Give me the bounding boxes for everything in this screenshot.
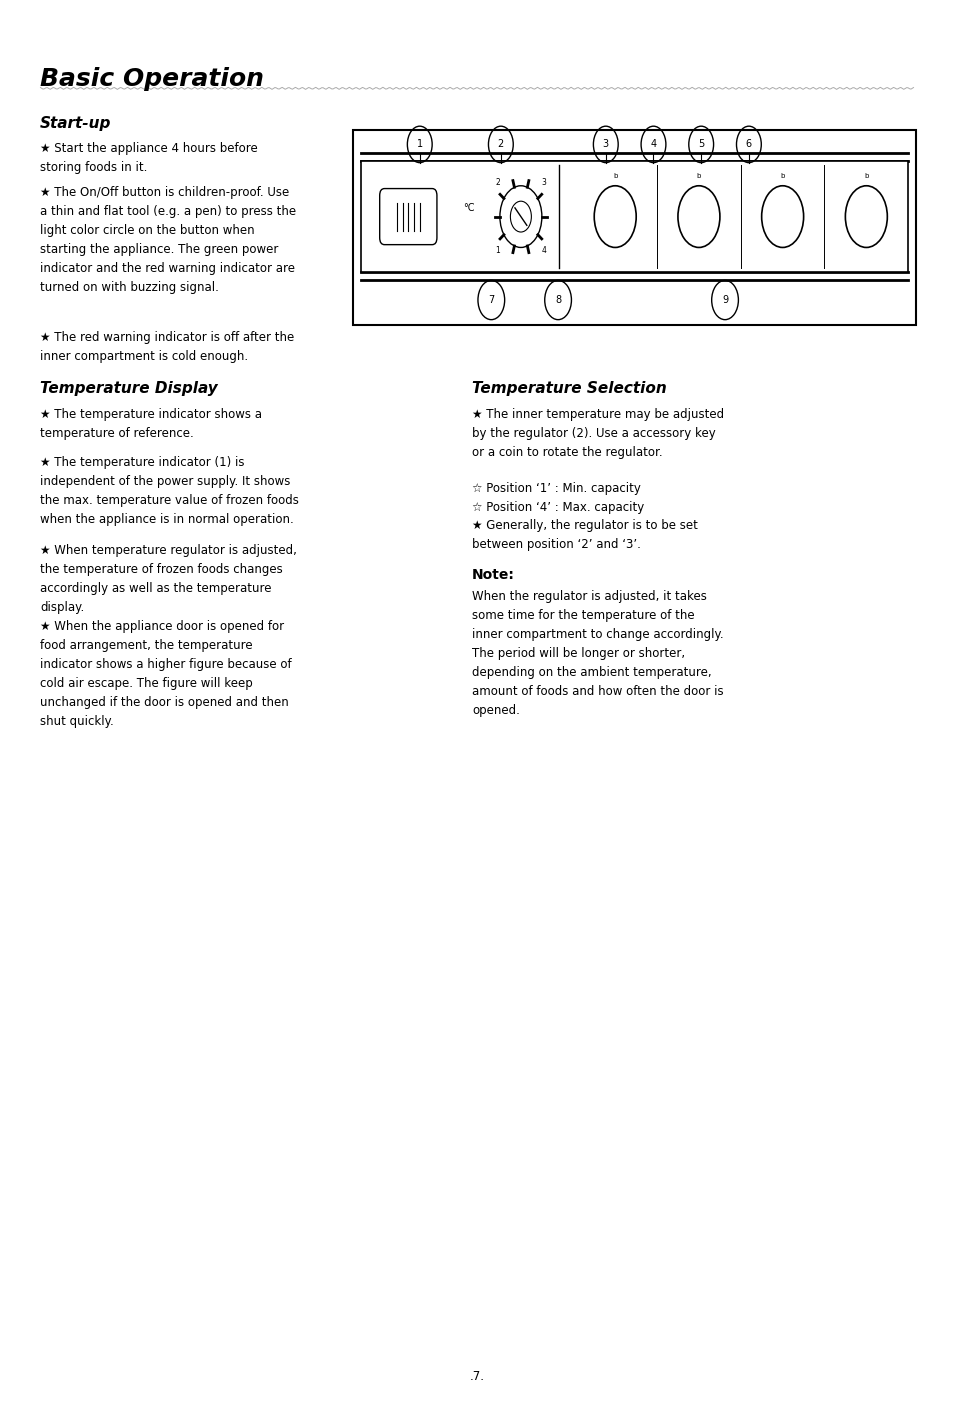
- Text: Note:: Note:: [472, 568, 515, 582]
- Text: b: b: [863, 172, 867, 178]
- Text: Temperature Selection: Temperature Selection: [472, 381, 666, 397]
- Text: Basic Operation: Basic Operation: [40, 67, 264, 91]
- Text: 8: 8: [555, 294, 560, 306]
- Text: ★ The red warning indicator is off after the
inner compartment is cold enough.: ★ The red warning indicator is off after…: [40, 331, 294, 363]
- Text: ★ The inner temperature may be adjusted
by the regulator (2). Use a accessory ke: ★ The inner temperature may be adjusted …: [472, 408, 723, 458]
- Text: 7: 7: [488, 294, 494, 306]
- Text: 1: 1: [416, 139, 422, 150]
- Text: 9: 9: [721, 294, 727, 306]
- Bar: [353, 130, 915, 325]
- Text: ★ The On/Off button is children-proof. Use
a thin and flat tool (e.g. a pen) to : ★ The On/Off button is children-proof. U…: [40, 186, 295, 294]
- Text: 5: 5: [698, 139, 703, 150]
- Text: b: b: [780, 172, 784, 178]
- Text: ★ The temperature indicator shows a
temperature of reference.: ★ The temperature indicator shows a temp…: [40, 408, 262, 440]
- Text: 1: 1: [495, 245, 499, 255]
- Text: 2: 2: [495, 178, 499, 188]
- Text: b: b: [613, 172, 617, 178]
- Text: 4: 4: [540, 245, 546, 255]
- Text: Start-up: Start-up: [40, 116, 112, 132]
- Text: Temperature Display: Temperature Display: [40, 381, 217, 397]
- Text: ☆ Position ‘4’ : Max. capacity: ☆ Position ‘4’ : Max. capacity: [472, 501, 644, 513]
- Text: °C: °C: [462, 203, 474, 213]
- Text: 2: 2: [497, 139, 503, 150]
- Text: ★ When the appliance door is opened for
food arrangement, the temperature
indica: ★ When the appliance door is opened for …: [40, 620, 292, 728]
- Text: 4: 4: [650, 139, 656, 150]
- Text: ★ Start the appliance 4 hours before
storing foods in it.: ★ Start the appliance 4 hours before sto…: [40, 142, 257, 174]
- Text: When the regulator is adjusted, it takes
some time for the temperature of the
in: When the regulator is adjusted, it takes…: [472, 590, 723, 718]
- Text: 3: 3: [602, 139, 608, 150]
- Text: b: b: [696, 172, 700, 178]
- Text: 3: 3: [540, 178, 546, 188]
- Text: ☆ Position ‘1’ : Min. capacity: ☆ Position ‘1’ : Min. capacity: [472, 482, 640, 495]
- Text: .7.: .7.: [469, 1370, 484, 1382]
- Text: ★ Generally, the regulator is to be set
between position ‘2’ and ‘3’.: ★ Generally, the regulator is to be set …: [472, 519, 698, 551]
- Bar: [360, 161, 907, 272]
- FancyBboxPatch shape: [379, 188, 436, 244]
- Text: ★ When temperature regulator is adjusted,
the temperature of frozen foods change: ★ When temperature regulator is adjusted…: [40, 544, 296, 614]
- Text: 6: 6: [745, 139, 751, 150]
- Text: ★ The temperature indicator (1) is
independent of the power supply. It shows
the: ★ The temperature indicator (1) is indep…: [40, 456, 298, 526]
